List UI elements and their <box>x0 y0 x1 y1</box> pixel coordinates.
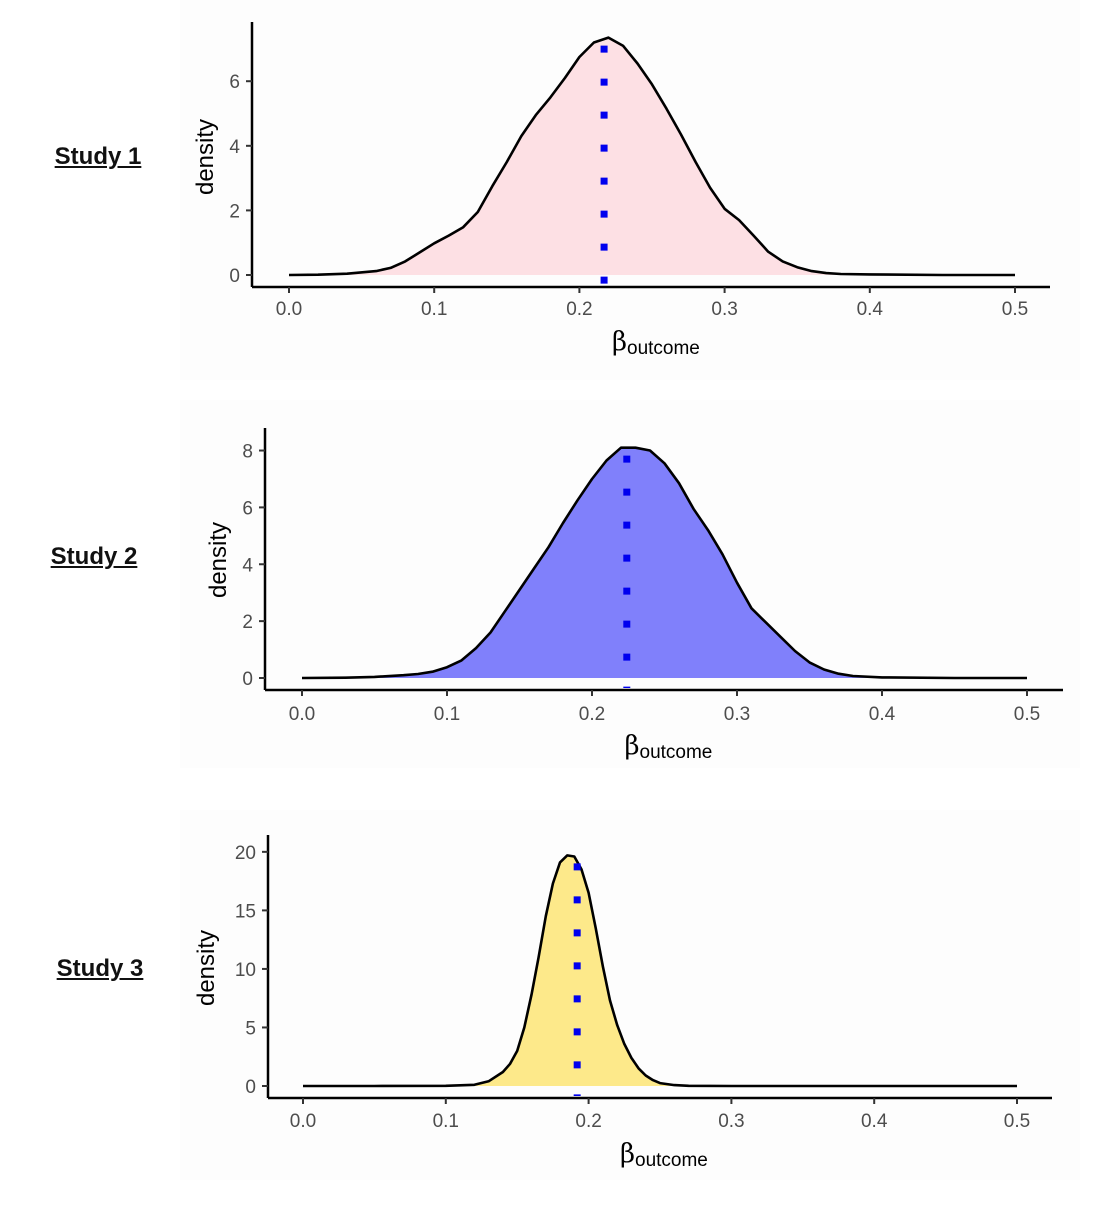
x-axis-title-subscript: outcome <box>635 1150 708 1171</box>
y-tick-label: 8 <box>242 442 253 463</box>
density-chart-study-2: 0 2 4 6 8 0.0 0.1 0.2 0.3 0.4 0.5 density β outcome <box>205 428 1063 763</box>
x-tick-label: 0.5 <box>1002 299 1028 320</box>
y-tick-label: 4 <box>229 137 240 158</box>
y-tick-label: 20 <box>235 843 256 864</box>
y-tick-label: 6 <box>229 72 240 93</box>
panel-background <box>180 810 1080 1180</box>
y-axis-title: density <box>192 119 219 195</box>
x-tick-label: 0.3 <box>711 299 737 320</box>
study-label: Study 1 <box>54 143 142 170</box>
density-curve <box>301 446 1027 680</box>
y-tick-label: 6 <box>242 498 253 519</box>
y-tick-label: 2 <box>242 612 253 633</box>
x-tick-label: 0.2 <box>579 704 605 725</box>
density-curve <box>303 854 1017 1088</box>
plot-area: 0 5 10 15 20 0.0 0.1 0.2 0.3 0.4 0.5 density β outcom… <box>193 835 1052 1171</box>
x-tick-label: 0.2 <box>575 1111 601 1132</box>
y-tick-label: 5 <box>245 1018 256 1039</box>
plot-area: 0 2 4 6 0.0 0.1 0.2 0.3 0.4 0.5 density β outcome <box>192 22 1050 359</box>
panel-study-1: Study 1 0 2 4 6 0.0 0.1 0.2 0.3 0.4 0.5 density β ou… <box>0 0 1110 400</box>
x-tick-label: 0.5 <box>1004 1111 1030 1132</box>
density-chart-study-1: 0 2 4 6 0.0 0.1 0.2 0.3 0.4 0.5 density β outcome <box>192 22 1050 359</box>
x-tick-label: 0.4 <box>869 704 896 725</box>
x-axis-title-subscript: outcome <box>627 338 700 359</box>
density-fill <box>303 855 1017 1086</box>
x-tick-label: 0.0 <box>276 299 302 320</box>
plot-area: 0 2 4 6 8 0.0 0.1 0.2 0.3 0.4 0.5 density β outcome <box>205 428 1063 763</box>
y-tick-label: 10 <box>235 960 256 981</box>
x-axis-title-subscript: outcome <box>640 742 713 763</box>
x-axis-title: β <box>620 1139 635 1169</box>
x-tick-label: 0.3 <box>718 1111 744 1132</box>
x-tick-label: 0.3 <box>724 704 750 725</box>
density-fill <box>289 37 1015 275</box>
y-tick-label: 2 <box>229 201 240 222</box>
x-tick-label: 0.4 <box>857 299 884 320</box>
x-axis-title: β <box>612 327 627 357</box>
x-tick-label: 0.0 <box>289 704 315 725</box>
x-tick-label: 0.0 <box>290 1111 316 1132</box>
x-tick-label: 0.4 <box>861 1111 888 1132</box>
x-tick-label: 0.1 <box>433 1111 459 1132</box>
x-tick-label: 0.1 <box>421 299 447 320</box>
panel-study-3: Study 3 0 5 10 15 20 0.0 0.1 0.2 0.3 0.4 0.5 densit… <box>0 810 1110 1210</box>
density-fill <box>302 447 1027 678</box>
x-tick-label: 0.1 <box>434 704 460 725</box>
panel-study-2: Study 2 0 2 4 6 8 0.0 0.1 0.2 0.3 0.4 0.5 density β o… <box>0 400 1110 800</box>
density-curve <box>288 36 1015 277</box>
y-axis-title: density <box>205 522 232 598</box>
y-tick-label: 0 <box>245 1077 256 1098</box>
y-tick-label: 4 <box>242 555 253 576</box>
x-tick-label: 0.2 <box>566 299 592 320</box>
y-tick-label: 0 <box>229 266 240 287</box>
y-axis-title: density <box>193 930 220 1006</box>
x-axis-title: β <box>625 731 640 761</box>
study-label: Study 3 <box>56 955 144 982</box>
x-tick-label: 0.5 <box>1014 704 1040 725</box>
density-chart-study-3: 0 5 10 15 20 0.0 0.1 0.2 0.3 0.4 0.5 density β outcom… <box>193 835 1052 1171</box>
y-tick-label: 0 <box>242 669 253 690</box>
y-tick-label: 15 <box>235 901 256 922</box>
study-label: Study 2 <box>50 543 138 570</box>
